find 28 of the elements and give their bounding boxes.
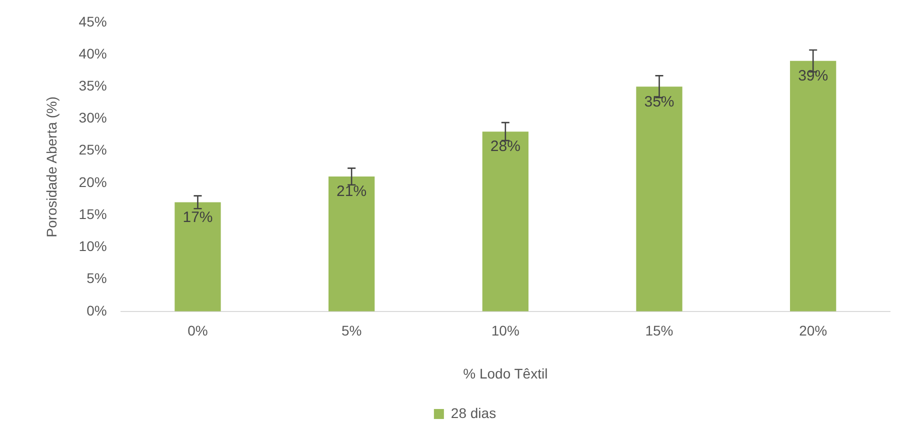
y-tick-label: 0% <box>86 302 107 318</box>
data-label: 35% <box>644 93 674 110</box>
data-label: 28% <box>490 138 520 156</box>
y-tick-label: 5% <box>86 270 107 286</box>
bar <box>482 132 528 312</box>
legend-label: 28 dias <box>450 404 496 421</box>
x-tick-label: 20% <box>799 322 828 339</box>
y-tick-label: 25% <box>78 142 107 158</box>
x-tick-label: 0% <box>188 322 208 339</box>
y-tick-label: 15% <box>78 206 107 222</box>
y-tick-label: 45% <box>78 13 107 30</box>
x-axis-title: % Lodo Têxtil <box>463 365 548 382</box>
data-label: 39% <box>798 68 828 85</box>
y-axis-title: Porosidade Aberta (%) <box>43 96 60 238</box>
x-tick-label: 10% <box>491 322 520 339</box>
x-tick-label: 15% <box>645 322 674 339</box>
data-label: 21% <box>336 183 367 200</box>
y-tick-label: 10% <box>78 238 107 254</box>
y-tick-label: 35% <box>78 77 107 94</box>
bar <box>174 202 221 312</box>
bar <box>636 86 682 312</box>
data-label: 17% <box>182 208 213 226</box>
y-tick-label: 20% <box>78 174 107 190</box>
y-tick-label: 30% <box>78 110 107 126</box>
x-tick-label: 5% <box>341 322 362 339</box>
bar <box>790 60 836 312</box>
bar <box>328 176 375 312</box>
y-tick-label: 40% <box>78 45 107 62</box>
